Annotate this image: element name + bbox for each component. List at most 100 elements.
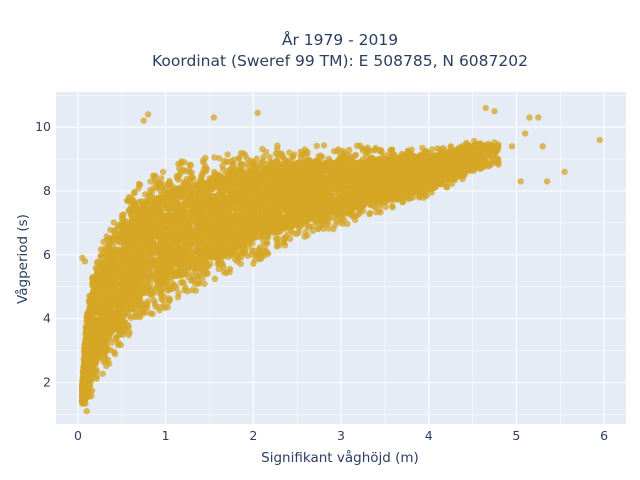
- data-point-outlier: [517, 178, 524, 185]
- data-point: [133, 291, 143, 301]
- data-point: [163, 265, 173, 275]
- data-point: [222, 236, 231, 246]
- data-point: [262, 201, 272, 211]
- data-point: [318, 153, 326, 161]
- data-point: [87, 359, 97, 369]
- data-point: [233, 212, 242, 222]
- data-point: [269, 214, 279, 224]
- data-point: [350, 211, 357, 219]
- data-point: [338, 196, 348, 206]
- data-point-outlier: [80, 395, 88, 402]
- data-point: [118, 278, 128, 288]
- data-point: [330, 225, 337, 233]
- data-point: [203, 264, 210, 271]
- data-point: [118, 212, 126, 219]
- data-point: [127, 239, 137, 249]
- data-point: [212, 214, 222, 224]
- data-point: [422, 168, 432, 178]
- data-point-outlier: [596, 136, 603, 144]
- data-point: [150, 297, 158, 304]
- data-point: [324, 197, 334, 207]
- data-point: [315, 225, 322, 233]
- data-point: [445, 172, 455, 181]
- data-point: [284, 216, 294, 226]
- y-tick-label: 6: [43, 247, 51, 262]
- data-point: [202, 154, 209, 162]
- data-point: [350, 167, 360, 177]
- data-point: [274, 225, 284, 235]
- data-point: [466, 161, 476, 171]
- data-point: [150, 172, 157, 179]
- data-point: [196, 258, 206, 268]
- data-point: [111, 348, 118, 356]
- data-point: [105, 327, 115, 337]
- data-point: [147, 178, 154, 185]
- data-point: [232, 236, 242, 245]
- data-point: [494, 155, 502, 163]
- data-point: [200, 270, 207, 277]
- data-point: [166, 177, 173, 185]
- data-point: [102, 354, 109, 362]
- data-point: [244, 202, 254, 212]
- data-point: [174, 294, 182, 301]
- data-point: [407, 177, 417, 187]
- data-point: [402, 156, 412, 166]
- data-point: [333, 217, 340, 224]
- x-tick-label: 0: [74, 428, 82, 443]
- data-point: [159, 225, 169, 235]
- data-point: [297, 154, 304, 161]
- data-point: [491, 139, 498, 146]
- data-point: [286, 149, 293, 156]
- data-point: [132, 200, 139, 207]
- data-point: [399, 198, 406, 206]
- data-point: [182, 199, 192, 209]
- chart-title-line-1: År 1979 - 2019: [282, 30, 398, 49]
- data-point: [290, 229, 297, 237]
- data-point: [372, 144, 379, 152]
- data-point: [196, 186, 206, 196]
- data-point: [171, 270, 181, 280]
- data-point: [106, 240, 113, 247]
- data-point: [261, 166, 271, 176]
- data-point: [211, 275, 219, 282]
- data-point: [238, 254, 245, 261]
- data-point: [336, 205, 346, 214]
- data-point: [159, 168, 167, 176]
- data-point: [433, 164, 443, 174]
- data-point: [101, 348, 108, 355]
- data-point: [382, 203, 389, 211]
- data-point-outlier: [482, 104, 489, 112]
- data-point: [175, 176, 182, 183]
- data-point: [294, 183, 304, 193]
- data-point-outlier: [522, 130, 529, 137]
- data-point: [87, 339, 97, 349]
- data-point: [211, 243, 221, 253]
- data-point: [157, 257, 167, 267]
- data-point: [184, 249, 194, 259]
- y-tick-label: 8: [43, 183, 51, 198]
- data-point: [237, 260, 244, 267]
- data-point: [93, 373, 100, 380]
- data-point: [228, 171, 238, 181]
- data-point: [178, 268, 188, 278]
- data-point: [270, 171, 279, 181]
- data-point: [114, 341, 122, 348]
- data-point: [387, 168, 397, 178]
- data-point: [220, 166, 227, 173]
- data-point: [86, 299, 96, 309]
- x-tick-label: 6: [600, 428, 608, 443]
- data-point: [248, 221, 258, 231]
- data-point: [100, 238, 107, 245]
- data-point: [410, 161, 419, 171]
- data-point: [486, 162, 493, 169]
- data-point: [88, 353, 98, 363]
- data-point: [161, 304, 168, 312]
- data-point: [157, 187, 164, 194]
- data-point: [421, 147, 429, 155]
- data-point: [102, 276, 112, 285]
- data-point: [280, 201, 290, 211]
- data-point: [192, 287, 199, 294]
- data-point: [212, 230, 222, 240]
- data-point: [330, 164, 340, 174]
